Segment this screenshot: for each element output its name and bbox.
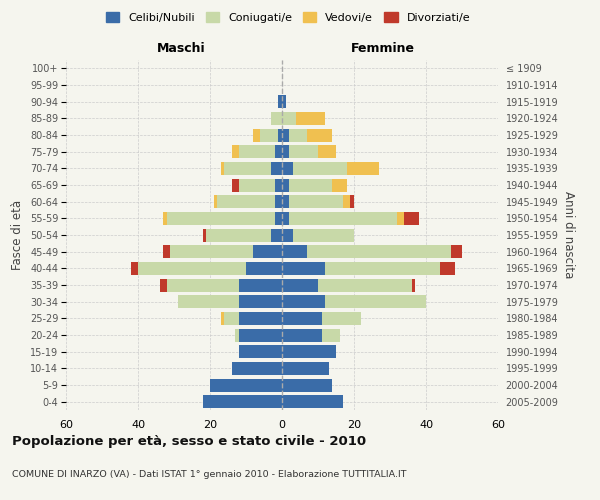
Bar xyxy=(440,262,455,275)
Bar xyxy=(343,195,350,208)
Text: Maschi: Maschi xyxy=(157,42,206,55)
Bar xyxy=(235,328,239,342)
Bar xyxy=(412,278,415,291)
Bar xyxy=(239,145,275,158)
Bar xyxy=(203,228,206,241)
Bar xyxy=(253,245,282,258)
Bar xyxy=(289,145,318,158)
Bar xyxy=(246,262,282,275)
Text: Popolazione per età, sesso e stato civile - 2010: Popolazione per età, sesso e stato civil… xyxy=(12,435,366,448)
Bar xyxy=(282,295,325,308)
Bar xyxy=(239,278,282,291)
Bar xyxy=(275,145,282,158)
Bar xyxy=(275,178,282,192)
Bar xyxy=(131,262,138,275)
Bar xyxy=(293,228,354,241)
Bar xyxy=(239,345,282,358)
Bar xyxy=(160,278,167,291)
Bar xyxy=(282,128,289,141)
Bar xyxy=(275,195,282,208)
Bar xyxy=(163,245,170,258)
Bar xyxy=(170,245,253,258)
Bar xyxy=(289,195,343,208)
Bar xyxy=(282,395,343,408)
Bar xyxy=(282,195,289,208)
Bar xyxy=(282,328,322,342)
Bar xyxy=(289,128,307,141)
Bar xyxy=(232,145,239,158)
Bar xyxy=(138,262,246,275)
Bar xyxy=(221,162,224,175)
Bar xyxy=(325,262,440,275)
Bar xyxy=(271,228,282,241)
Bar xyxy=(206,228,271,241)
Bar xyxy=(318,278,412,291)
Bar xyxy=(289,212,397,225)
Bar xyxy=(289,178,332,192)
Legend: Celibi/Nubili, Coniugati/e, Vedovi/e, Divorziati/e: Celibi/Nubili, Coniugati/e, Vedovi/e, Di… xyxy=(101,8,475,28)
Bar xyxy=(282,262,325,275)
Bar xyxy=(217,195,275,208)
Bar xyxy=(293,162,347,175)
Bar xyxy=(296,112,325,125)
Bar xyxy=(282,162,293,175)
Y-axis label: Anni di nascita: Anni di nascita xyxy=(562,192,575,278)
Bar xyxy=(239,312,282,325)
Bar xyxy=(210,378,282,392)
Bar xyxy=(451,245,462,258)
Bar xyxy=(404,212,419,225)
Bar xyxy=(203,395,282,408)
Bar xyxy=(221,312,224,325)
Bar xyxy=(350,195,354,208)
Bar xyxy=(282,145,289,158)
Bar xyxy=(224,312,239,325)
Bar xyxy=(318,145,336,158)
Bar xyxy=(282,178,289,192)
Bar xyxy=(282,278,318,291)
Bar xyxy=(322,328,340,342)
Bar xyxy=(307,245,451,258)
Bar xyxy=(178,295,239,308)
Text: Femmine: Femmine xyxy=(351,42,415,55)
Bar xyxy=(271,112,282,125)
Text: COMUNE DI INARZO (VA) - Dati ISTAT 1° gennaio 2010 - Elaborazione TUTTITALIA.IT: COMUNE DI INARZO (VA) - Dati ISTAT 1° ge… xyxy=(12,470,407,479)
Bar xyxy=(232,178,239,192)
Bar xyxy=(347,162,379,175)
Bar xyxy=(282,228,293,241)
Bar xyxy=(282,362,329,375)
Bar xyxy=(253,128,260,141)
Bar xyxy=(282,312,322,325)
Bar xyxy=(282,95,286,108)
Bar xyxy=(282,378,332,392)
Bar xyxy=(275,212,282,225)
Bar xyxy=(224,162,271,175)
Bar xyxy=(167,212,275,225)
Y-axis label: Fasce di età: Fasce di età xyxy=(11,200,25,270)
Bar xyxy=(282,345,336,358)
Bar xyxy=(332,178,347,192)
Bar xyxy=(271,162,282,175)
Bar xyxy=(278,95,282,108)
Bar xyxy=(163,212,167,225)
Bar xyxy=(278,128,282,141)
Bar xyxy=(214,195,217,208)
Bar xyxy=(239,328,282,342)
Bar xyxy=(239,295,282,308)
Bar xyxy=(282,212,289,225)
Bar xyxy=(322,312,361,325)
Bar xyxy=(307,128,332,141)
Bar xyxy=(232,362,282,375)
Bar xyxy=(282,245,307,258)
Bar xyxy=(260,128,278,141)
Bar xyxy=(397,212,404,225)
Bar xyxy=(282,112,296,125)
Bar xyxy=(325,295,426,308)
Bar xyxy=(167,278,239,291)
Bar xyxy=(239,178,275,192)
